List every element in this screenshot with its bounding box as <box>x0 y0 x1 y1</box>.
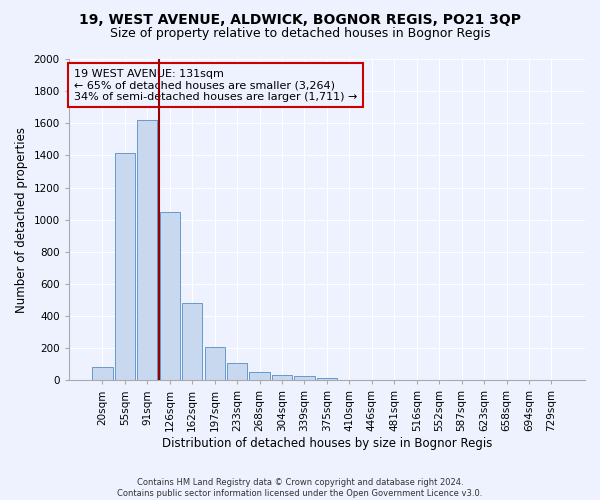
Bar <box>295 376 314 380</box>
Text: Contains HM Land Registry data © Crown copyright and database right 2024.
Contai: Contains HM Land Registry data © Crown c… <box>118 478 482 498</box>
Bar <box>137 120 157 380</box>
Bar <box>227 364 247 380</box>
Text: 19, WEST AVENUE, ALDWICK, BOGNOR REGIS, PO21 3QP: 19, WEST AVENUE, ALDWICK, BOGNOR REGIS, … <box>79 12 521 26</box>
Bar <box>115 153 135 380</box>
X-axis label: Distribution of detached houses by size in Bognor Regis: Distribution of detached houses by size … <box>162 437 492 450</box>
Text: 19 WEST AVENUE: 131sqm
← 65% of detached houses are smaller (3,264)
34% of semi-: 19 WEST AVENUE: 131sqm ← 65% of detached… <box>74 68 358 102</box>
Bar <box>182 303 202 380</box>
Text: Size of property relative to detached houses in Bognor Regis: Size of property relative to detached ho… <box>110 28 490 40</box>
Bar <box>205 348 225 380</box>
Bar <box>272 374 292 380</box>
Bar <box>160 212 180 380</box>
Bar <box>317 378 337 380</box>
Y-axis label: Number of detached properties: Number of detached properties <box>15 126 28 312</box>
Bar <box>92 368 113 380</box>
Bar <box>250 372 269 380</box>
